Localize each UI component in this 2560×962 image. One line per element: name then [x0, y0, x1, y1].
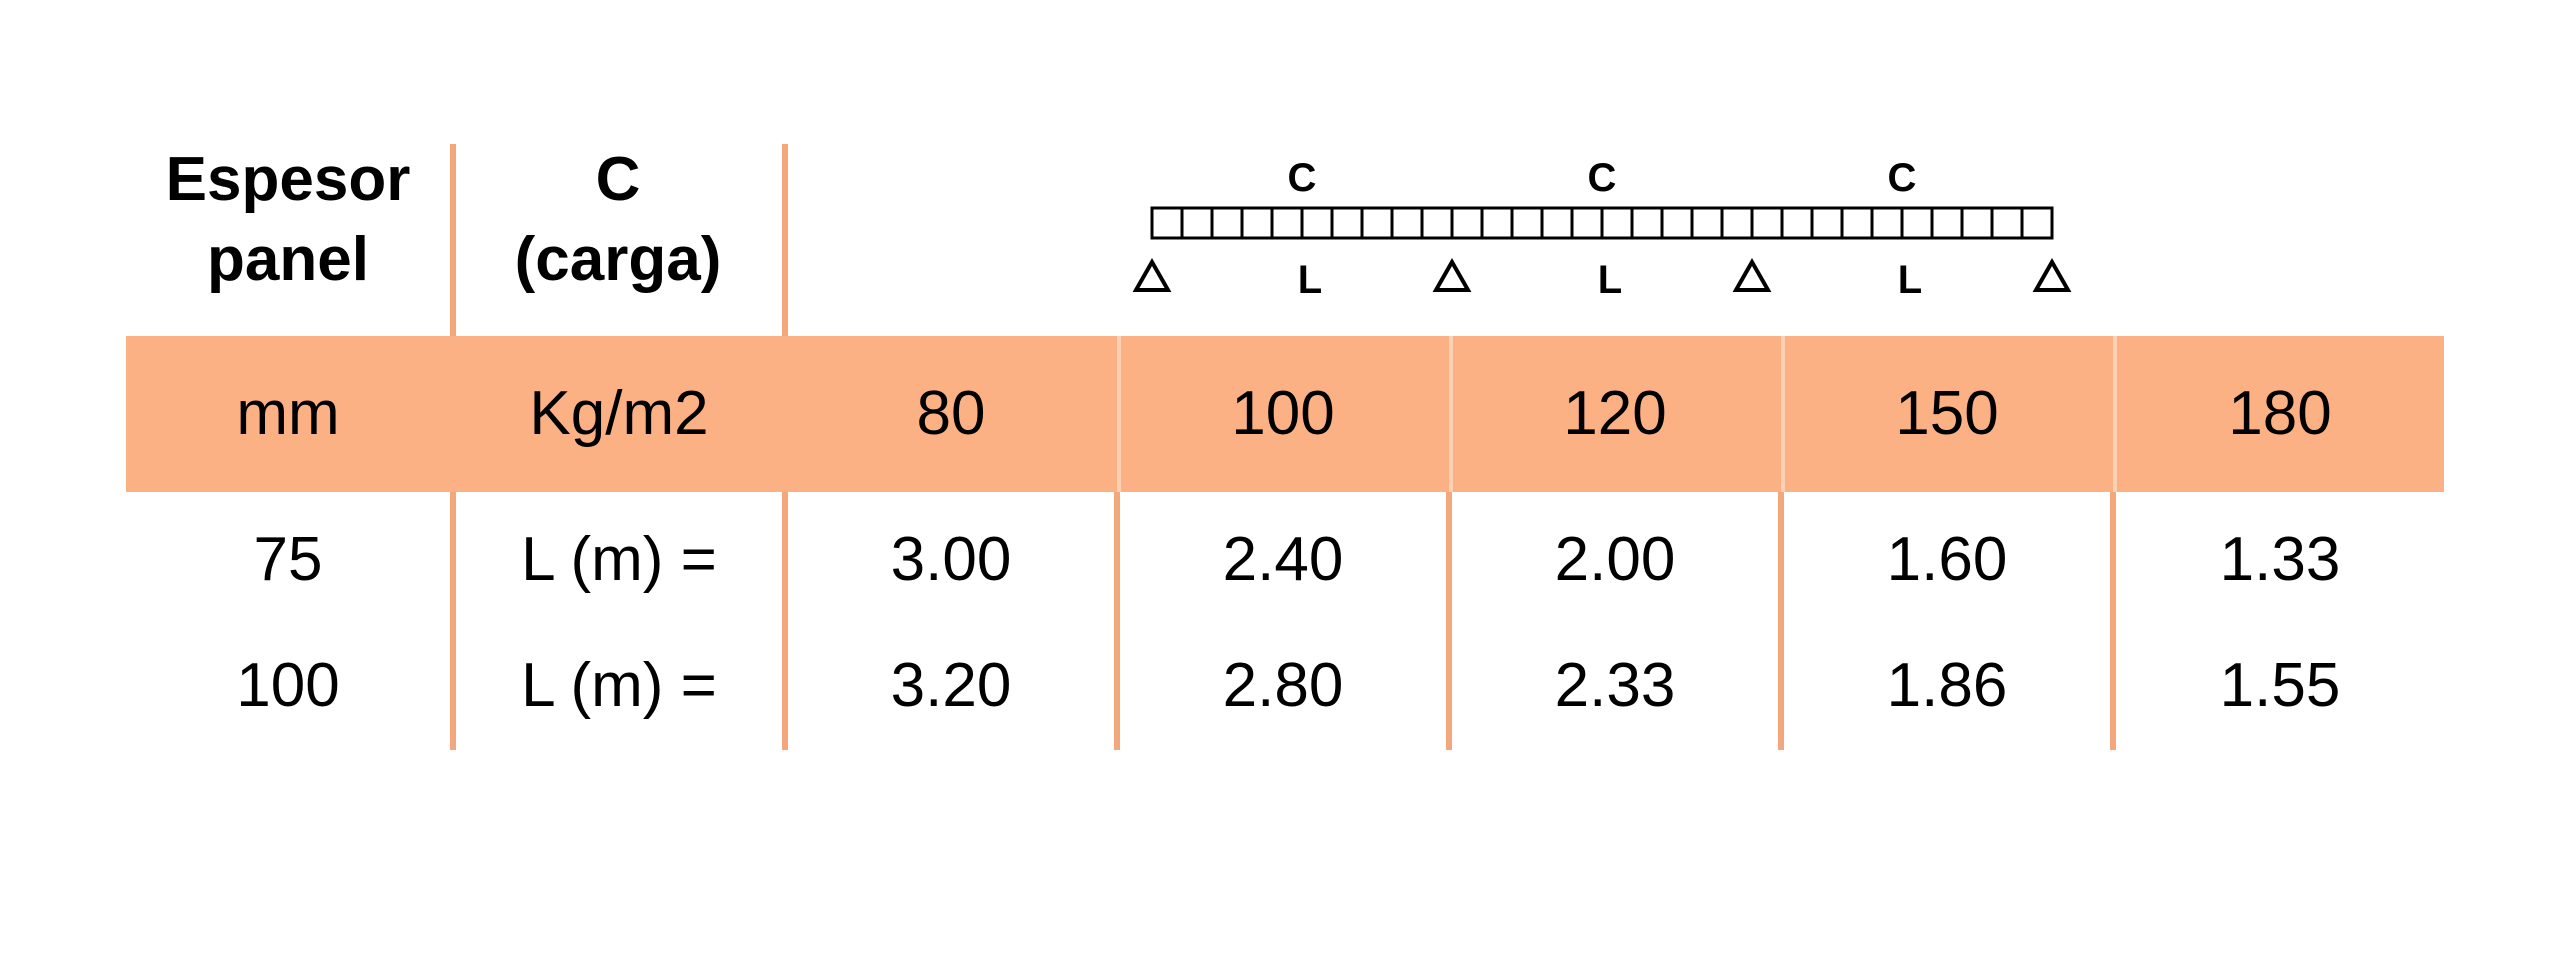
header-carga-line2: (carga) [514, 225, 722, 294]
row-100-value-150: 1.86 [1886, 651, 2008, 720]
column-divider [1114, 492, 1120, 750]
beam-segment [1840, 206, 1874, 240]
beam-segment [1630, 206, 1664, 240]
row-100-value-100: 2.80 [1222, 651, 1344, 720]
beam-segment [1240, 206, 1274, 240]
load-120: 120 [1563, 379, 1667, 448]
column-divider [2110, 492, 2116, 750]
load-label-3: C [1888, 156, 1917, 200]
beam-segment [2020, 206, 2054, 240]
row-75-value-180: 1.33 [2219, 525, 2341, 594]
row-100-value-80: 3.20 [890, 651, 1012, 720]
header-espesor-panel: Espesor panel [126, 140, 450, 300]
units-load: Kg/m2 [529, 379, 709, 448]
beam-segment [1420, 206, 1454, 240]
band-divider [1117, 336, 1121, 492]
band-divider [2113, 336, 2117, 492]
row-100-value-120: 2.33 [1554, 651, 1676, 720]
header-carga: C (carga) [456, 140, 780, 300]
row-75-value-100: 2.40 [1222, 525, 1344, 594]
beam-segment [1690, 206, 1724, 240]
beam-segment [1660, 206, 1694, 240]
beam-segment [1870, 206, 1904, 240]
beam-segment [1600, 206, 1634, 240]
beam-segment [1450, 206, 1484, 240]
beam [1150, 206, 2054, 240]
load-label-2: C [1588, 156, 1617, 200]
beam-segment [1930, 206, 1964, 240]
beam-segment [1570, 206, 1604, 240]
beam-segment [1750, 206, 1784, 240]
beam-segment [1390, 206, 1424, 240]
support-triangle [2032, 257, 2072, 292]
span-label-1: L [1298, 258, 1322, 302]
beam-segment [1510, 206, 1544, 240]
beam-segment [1780, 206, 1814, 240]
beam-segment [1330, 206, 1364, 240]
column-divider [1778, 492, 1784, 750]
column-divider [1446, 492, 1452, 750]
support-triangle [1432, 257, 1472, 292]
header-espesor-line2: panel [207, 225, 369, 294]
load-150: 150 [1895, 379, 1999, 448]
column-divider [450, 492, 456, 750]
header-espesor-line1: Espesor [165, 145, 411, 214]
band-divider [1449, 336, 1453, 492]
load-180: 180 [2228, 379, 2332, 448]
column-divider [782, 492, 788, 750]
beam-segment [1270, 206, 1304, 240]
units-thickness: mm [236, 379, 340, 448]
beam-segment [1210, 206, 1244, 240]
load-label-1: C [1288, 156, 1317, 200]
support-triangle [1132, 257, 1172, 292]
load-80: 80 [916, 379, 986, 448]
column-divider [450, 144, 456, 336]
band-divider [1781, 336, 1785, 492]
beam-segment [1960, 206, 1994, 240]
beam-supports [1132, 257, 2072, 292]
row-75-value-80: 3.00 [890, 525, 1012, 594]
row-100-value-180: 1.55 [2219, 651, 2341, 720]
row-75-value-120: 2.00 [1554, 525, 1676, 594]
row-75-label: L (m) = [521, 525, 717, 594]
span-label-3: L [1898, 258, 1922, 302]
beam-segment [1180, 206, 1214, 240]
units-row-band [126, 336, 2444, 492]
beam-segment [1540, 206, 1574, 240]
row-75-value-150: 1.60 [1886, 525, 2008, 594]
row-75-thickness: 75 [253, 525, 323, 594]
beam-segment [1300, 206, 1334, 240]
beam-segment [1810, 206, 1844, 240]
row-100-thickness: 100 [236, 651, 340, 720]
load-100: 100 [1231, 379, 1335, 448]
span-label-2: L [1598, 258, 1622, 302]
beam-segment [1990, 206, 2024, 240]
header-carga-line1: C [595, 145, 641, 214]
row-100-label: L (m) = [521, 651, 717, 720]
beam-segment [1900, 206, 1934, 240]
beam-segment [1150, 206, 1184, 240]
beam-segment [1480, 206, 1514, 240]
column-divider [782, 144, 788, 336]
support-triangle [1732, 257, 1772, 292]
beam-segment [1720, 206, 1754, 240]
beam-segment [1360, 206, 1394, 240]
beam-load-diagram: C C C L L L [1132, 156, 2072, 302]
